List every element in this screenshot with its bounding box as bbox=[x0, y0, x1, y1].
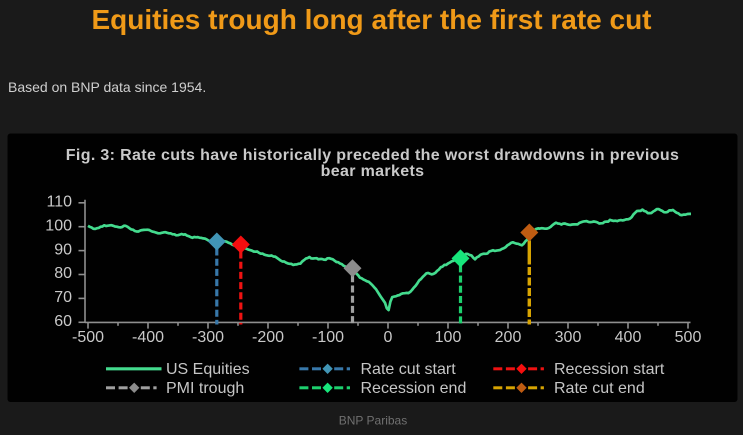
svg-text:Rate cut end: Rate cut end bbox=[554, 380, 645, 397]
svg-text:Recession end: Recession end bbox=[361, 380, 467, 397]
svg-text:300: 300 bbox=[555, 329, 582, 346]
svg-text:-400: -400 bbox=[132, 329, 164, 346]
svg-text:-100: -100 bbox=[312, 329, 344, 346]
svg-text:Recession start: Recession start bbox=[554, 361, 665, 378]
svg-text:-300: -300 bbox=[192, 329, 224, 346]
svg-text:200: 200 bbox=[495, 329, 522, 346]
svg-text:PMI trough: PMI trough bbox=[166, 380, 244, 397]
svg-text:bear markets: bear markets bbox=[321, 163, 425, 180]
svg-text:500: 500 bbox=[675, 329, 702, 346]
svg-text:80: 80 bbox=[54, 265, 72, 282]
svg-text:0: 0 bbox=[384, 329, 393, 346]
svg-text:400: 400 bbox=[615, 329, 642, 346]
svg-text:110: 110 bbox=[46, 194, 72, 211]
svg-text:-200: -200 bbox=[252, 329, 284, 346]
svg-text:Fig. 3: Rate cuts have histori: Fig. 3: Rate cuts have historically prec… bbox=[66, 147, 679, 164]
svg-text:100: 100 bbox=[435, 329, 462, 346]
svg-text:60: 60 bbox=[54, 313, 72, 330]
svg-text:70: 70 bbox=[54, 289, 72, 306]
svg-text:BNP Paribas: BNP Paribas bbox=[339, 414, 407, 428]
svg-text:100: 100 bbox=[45, 217, 72, 234]
svg-text:US Equities: US Equities bbox=[166, 361, 250, 378]
svg-text:-500: -500 bbox=[72, 329, 104, 346]
svg-text:Rate cut start: Rate cut start bbox=[361, 361, 457, 378]
svg-text:90: 90 bbox=[54, 241, 72, 258]
